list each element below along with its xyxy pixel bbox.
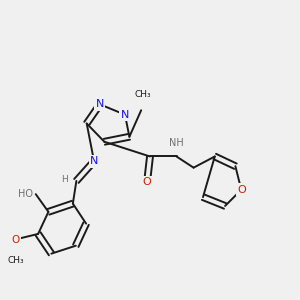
Text: H: H bbox=[61, 175, 68, 184]
Text: N: N bbox=[90, 156, 98, 166]
Text: O: O bbox=[143, 177, 152, 188]
Text: NH: NH bbox=[169, 138, 184, 148]
Text: N: N bbox=[121, 110, 129, 120]
Text: CH₃: CH₃ bbox=[134, 90, 151, 99]
Text: O: O bbox=[237, 185, 246, 195]
Text: O: O bbox=[11, 235, 20, 245]
Text: HO: HO bbox=[18, 189, 33, 199]
Text: CH₃: CH₃ bbox=[7, 256, 24, 265]
Text: N: N bbox=[96, 99, 104, 110]
